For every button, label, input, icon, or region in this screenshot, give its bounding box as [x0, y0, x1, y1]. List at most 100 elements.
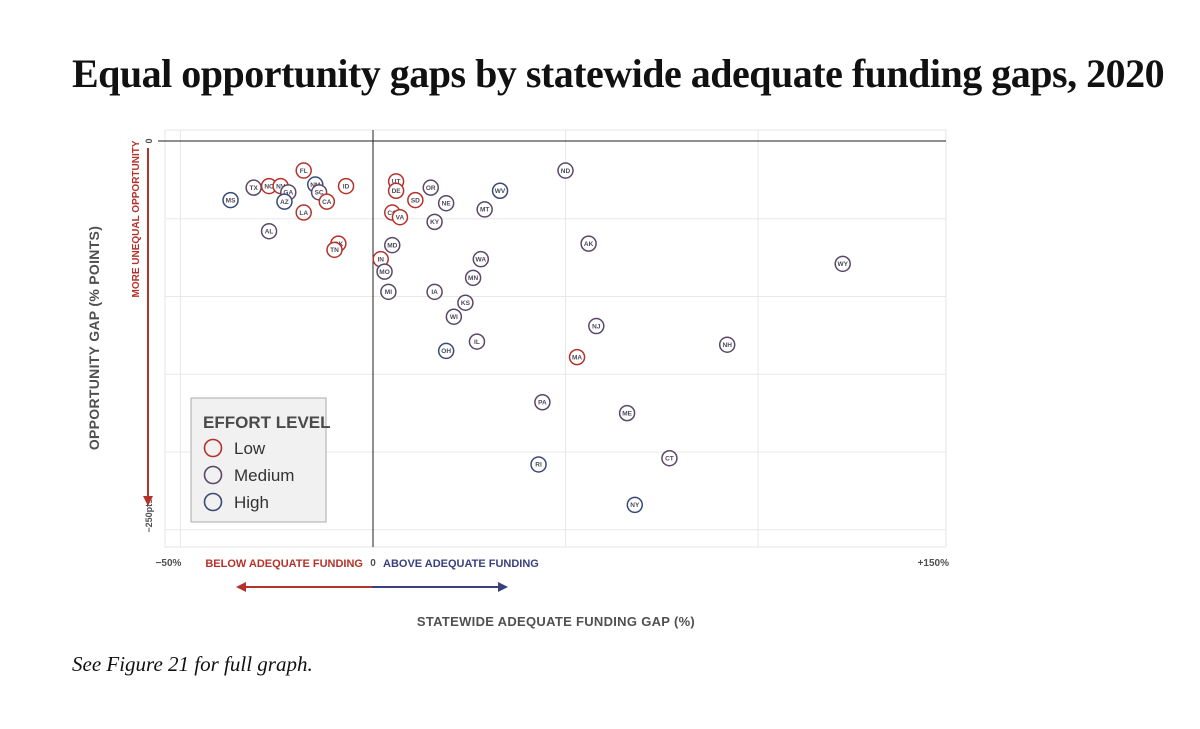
x-axis-label: STATEWIDE ADEQUATE FUNDING GAP (%)	[417, 614, 695, 629]
point-label: SD	[411, 197, 420, 204]
point-marker	[337, 177, 355, 195]
state-point-mi: MI	[380, 283, 397, 301]
legend-label: High	[234, 493, 269, 512]
legend-items: Low Medium High	[203, 438, 294, 512]
state-point-sd: SD	[407, 191, 424, 209]
state-point-nh: NH	[718, 336, 736, 353]
point-label: WI	[450, 314, 458, 321]
point-label: IA	[431, 289, 438, 296]
point-label: ME	[622, 410, 632, 417]
point-marker	[384, 236, 401, 254]
point-label: MA	[572, 354, 582, 361]
legend: EFFORT LEVEL Low Medium High	[190, 397, 331, 523]
legend-label: Medium	[234, 466, 294, 485]
point-marker	[618, 404, 636, 422]
point-marker	[380, 283, 397, 301]
state-point-ks: KS	[457, 294, 474, 311]
point-label: FL	[300, 168, 308, 175]
point-label: KY	[430, 219, 440, 226]
legend-label: Low	[234, 439, 266, 458]
point-marker	[661, 449, 678, 467]
state-point-wi: WI	[445, 308, 463, 325]
point-label: AK	[584, 241, 594, 248]
state-point-id: ID	[337, 177, 355, 195]
point-label: KS	[461, 300, 471, 307]
point-label: OR	[426, 185, 436, 192]
point-label: MN	[468, 275, 478, 282]
state-point-ny: NY	[626, 496, 644, 514]
point-label: CT	[665, 456, 674, 463]
point-label: NH	[723, 342, 733, 349]
state-point-ia: IA	[426, 283, 443, 301]
point-label: NJ	[592, 323, 601, 330]
point-marker	[295, 162, 312, 179]
state-point-me: ME	[618, 404, 636, 422]
point-marker	[476, 201, 493, 218]
point-marker	[491, 182, 509, 200]
state-point-nd: ND	[557, 162, 574, 179]
point-marker	[588, 317, 605, 335]
point-label: DE	[392, 188, 402, 195]
x-tick-label: −50%	[156, 558, 182, 569]
point-marker	[222, 191, 239, 209]
x-arrow-above-head	[498, 582, 508, 592]
state-point-wy: WY	[834, 255, 851, 273]
point-marker	[387, 182, 405, 200]
point-marker	[318, 193, 336, 210]
state-point-va: VA	[391, 208, 409, 226]
state-point-md: MD	[384, 236, 401, 254]
point-label: WY	[837, 261, 848, 268]
point-label: OH	[441, 348, 451, 355]
data-points: FLTXNCNVGANMSCAZCAIDLAMSALOKTNUTDESDCOVA…	[222, 162, 851, 514]
point-label: AL	[265, 228, 274, 235]
state-point-ky: KY	[426, 213, 443, 231]
legend-item-high: High	[203, 492, 269, 512]
point-marker	[557, 162, 574, 179]
point-label: LA	[299, 210, 308, 217]
state-point-ma: MA	[568, 348, 586, 366]
point-label: MT	[480, 207, 489, 214]
point-marker	[445, 308, 463, 325]
state-point-az: AZ	[276, 193, 293, 210]
point-label: IL	[474, 339, 480, 346]
y-arrow-head	[143, 496, 153, 506]
point-label: CO	[387, 210, 397, 217]
point-label: RI	[535, 462, 542, 469]
point-label: WV	[495, 188, 506, 195]
state-point-tn: TN	[326, 241, 343, 259]
point-marker	[391, 208, 409, 226]
x-below-annotation: BELOW ADEQUATE FUNDING	[205, 558, 363, 570]
x-arrow-below-head	[236, 582, 246, 592]
point-label: AZ	[280, 199, 289, 206]
state-point-pa: PA	[534, 393, 551, 411]
point-label: MI	[385, 289, 392, 296]
point-marker	[326, 241, 343, 259]
x-tick-label: +150%	[918, 558, 950, 569]
state-point-or: OR	[422, 179, 439, 196]
legend-title: EFFORT LEVEL	[203, 413, 331, 432]
x-above-annotation: ABOVE ADEQUATE FUNDING	[383, 558, 539, 570]
ticks: −50% 0 +150% 0 −250pts	[144, 138, 949, 569]
state-point-mt: MT	[476, 201, 493, 218]
state-point-wv: WV	[491, 182, 509, 200]
chart-title: Equal opportunity gaps by statewide adeq…	[72, 51, 1165, 96]
point-marker	[568, 348, 586, 366]
state-point-la: LA	[295, 204, 312, 221]
point-marker	[426, 283, 443, 301]
y-tick-label: −250pts	[144, 499, 154, 533]
point-label: PA	[538, 400, 547, 407]
figure-caption: See Figure 21 for full graph.	[72, 652, 313, 676]
point-marker	[407, 191, 424, 209]
state-point-ak: AK	[580, 235, 597, 252]
axes	[158, 130, 946, 547]
point-label: TN	[330, 247, 339, 254]
point-marker	[530, 456, 547, 473]
point-label: MO	[379, 269, 389, 276]
point-label: CA	[322, 199, 332, 206]
point-marker	[276, 193, 293, 210]
point-label: WA	[476, 256, 487, 263]
point-marker	[437, 194, 455, 212]
legend-box	[190, 397, 327, 523]
point-marker	[468, 333, 486, 350]
